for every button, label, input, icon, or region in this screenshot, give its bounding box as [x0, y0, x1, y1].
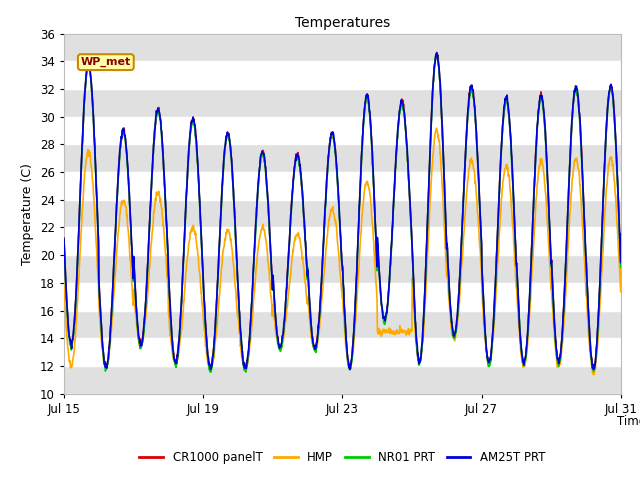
Bar [64, 144, 621, 172]
Bar [64, 34, 621, 61]
X-axis label: Time: Time [618, 415, 640, 428]
Bar [64, 89, 621, 117]
Legend: CR1000 panelT, HMP, NR01 PRT, AM25T PRT: CR1000 panelT, HMP, NR01 PRT, AM25T PRT [135, 446, 550, 469]
Bar [64, 366, 621, 394]
Bar [64, 200, 621, 228]
Bar [64, 311, 621, 338]
Bar [64, 255, 621, 283]
Title: Temperatures: Temperatures [295, 16, 390, 30]
Y-axis label: Temperature (C): Temperature (C) [21, 163, 35, 264]
Text: WP_met: WP_met [81, 57, 131, 67]
